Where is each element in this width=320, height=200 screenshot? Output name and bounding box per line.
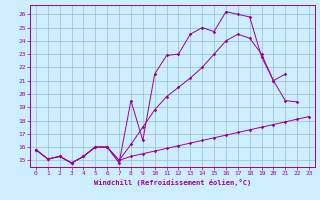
X-axis label: Windchill (Refroidissement éolien,°C): Windchill (Refroidissement éolien,°C) (94, 179, 251, 186)
